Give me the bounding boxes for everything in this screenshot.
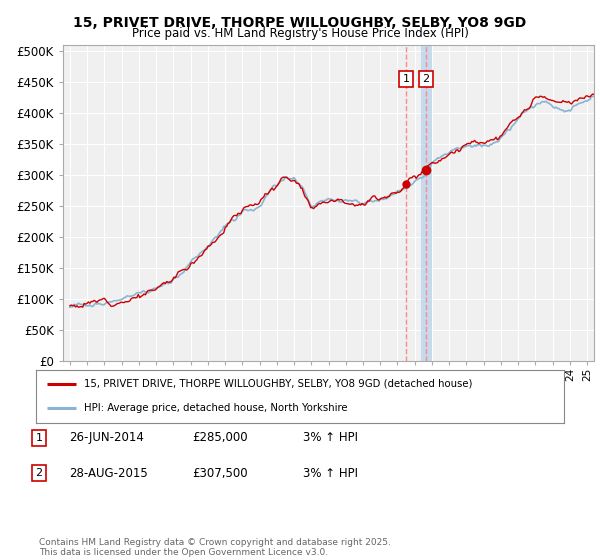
- Text: 3% ↑ HPI: 3% ↑ HPI: [303, 431, 358, 445]
- Text: 28-AUG-2015: 28-AUG-2015: [69, 466, 148, 480]
- Text: 2: 2: [422, 74, 430, 84]
- Text: £285,000: £285,000: [192, 431, 248, 445]
- Text: Contains HM Land Registry data © Crown copyright and database right 2025.
This d: Contains HM Land Registry data © Crown c…: [39, 538, 391, 557]
- Text: 2: 2: [35, 468, 43, 478]
- Text: 26-JUN-2014: 26-JUN-2014: [69, 431, 144, 445]
- Text: 3% ↑ HPI: 3% ↑ HPI: [303, 466, 358, 480]
- Text: Price paid vs. HM Land Registry's House Price Index (HPI): Price paid vs. HM Land Registry's House …: [131, 27, 469, 40]
- Text: 15, PRIVET DRIVE, THORPE WILLOUGHBY, SELBY, YO8 9GD: 15, PRIVET DRIVE, THORPE WILLOUGHBY, SEL…: [73, 16, 527, 30]
- Text: 1: 1: [403, 74, 409, 84]
- Text: HPI: Average price, detached house, North Yorkshire: HPI: Average price, detached house, Nort…: [83, 403, 347, 413]
- Text: 1: 1: [35, 433, 43, 443]
- Text: £307,500: £307,500: [192, 466, 248, 480]
- Text: 15, PRIVET DRIVE, THORPE WILLOUGHBY, SELBY, YO8 9GD (detached house): 15, PRIVET DRIVE, THORPE WILLOUGHBY, SEL…: [83, 379, 472, 389]
